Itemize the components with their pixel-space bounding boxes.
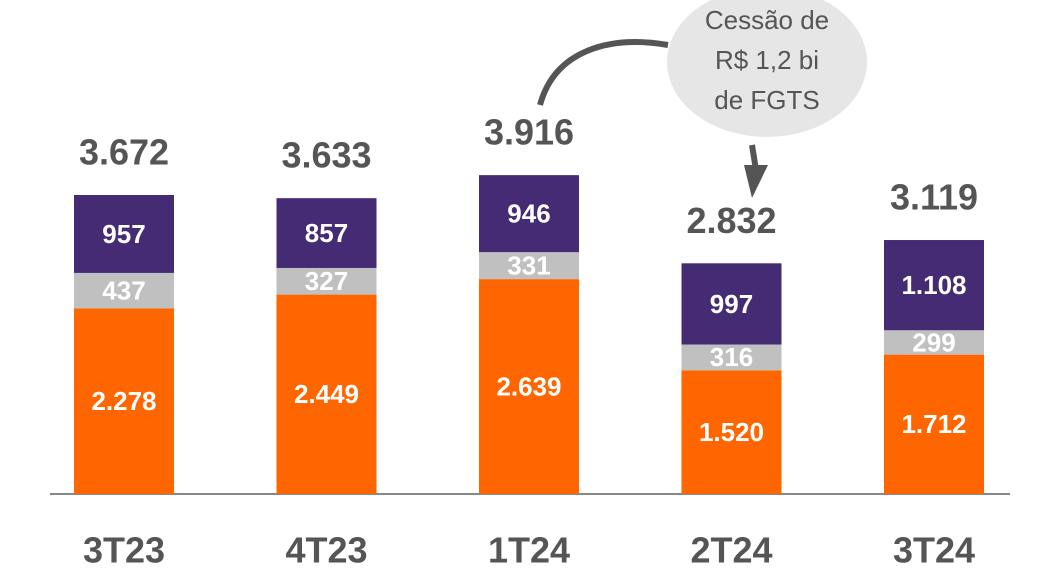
total-label: 3.633 bbox=[281, 135, 371, 176]
value-label: 327 bbox=[305, 266, 348, 296]
bar-segment bbox=[479, 279, 579, 494]
bar-segment bbox=[74, 195, 174, 273]
total-label: 3.672 bbox=[79, 132, 169, 173]
annotation-text: Cessão de bbox=[705, 5, 829, 35]
total-label: 2.832 bbox=[686, 200, 776, 241]
annotation-text: de FGTS bbox=[714, 85, 819, 115]
bar-segment bbox=[479, 252, 579, 280]
value-label: 957 bbox=[102, 219, 145, 249]
annotation-arrow bbox=[537, 39, 669, 106]
bar-segment bbox=[479, 175, 579, 253]
x-tick-label: 2T24 bbox=[690, 530, 772, 571]
arrow-head bbox=[744, 165, 768, 198]
value-label: 2.639 bbox=[496, 371, 561, 401]
x-tick-label: 3T24 bbox=[893, 530, 975, 571]
annotation-bubble bbox=[667, 0, 867, 137]
bar-segment bbox=[884, 354, 984, 494]
bar-segment bbox=[276, 267, 377, 295]
bar-segment bbox=[74, 308, 174, 494]
x-tick-label: 3T23 bbox=[83, 530, 165, 571]
value-label: 299 bbox=[912, 327, 955, 357]
bar-segment bbox=[681, 263, 782, 345]
bar-segment bbox=[884, 330, 984, 355]
value-label: 1.108 bbox=[901, 270, 966, 300]
annotation-text: R$ 1,2 bi bbox=[715, 45, 819, 75]
bar-segment bbox=[681, 344, 782, 371]
bar-segment bbox=[74, 272, 174, 309]
value-label: 1.520 bbox=[699, 417, 764, 447]
value-label: 2.449 bbox=[294, 379, 359, 409]
bar-segment bbox=[276, 198, 377, 268]
bar-segment bbox=[681, 370, 782, 494]
x-tick-label: 1T24 bbox=[488, 530, 570, 571]
value-label: 437 bbox=[102, 276, 145, 306]
bar-segment bbox=[884, 240, 984, 331]
value-label: 857 bbox=[305, 218, 348, 248]
value-label: 316 bbox=[710, 342, 753, 372]
total-label: 3.916 bbox=[484, 112, 574, 153]
total-label: 3.119 bbox=[890, 177, 978, 218]
bar-segment bbox=[276, 294, 377, 494]
value-label: 946 bbox=[507, 199, 550, 229]
value-label: 2.278 bbox=[91, 386, 156, 416]
x-tick-label: 4T23 bbox=[285, 530, 367, 571]
value-label: 331 bbox=[507, 251, 550, 281]
value-label: 997 bbox=[710, 289, 753, 319]
value-label: 1.712 bbox=[901, 409, 966, 439]
